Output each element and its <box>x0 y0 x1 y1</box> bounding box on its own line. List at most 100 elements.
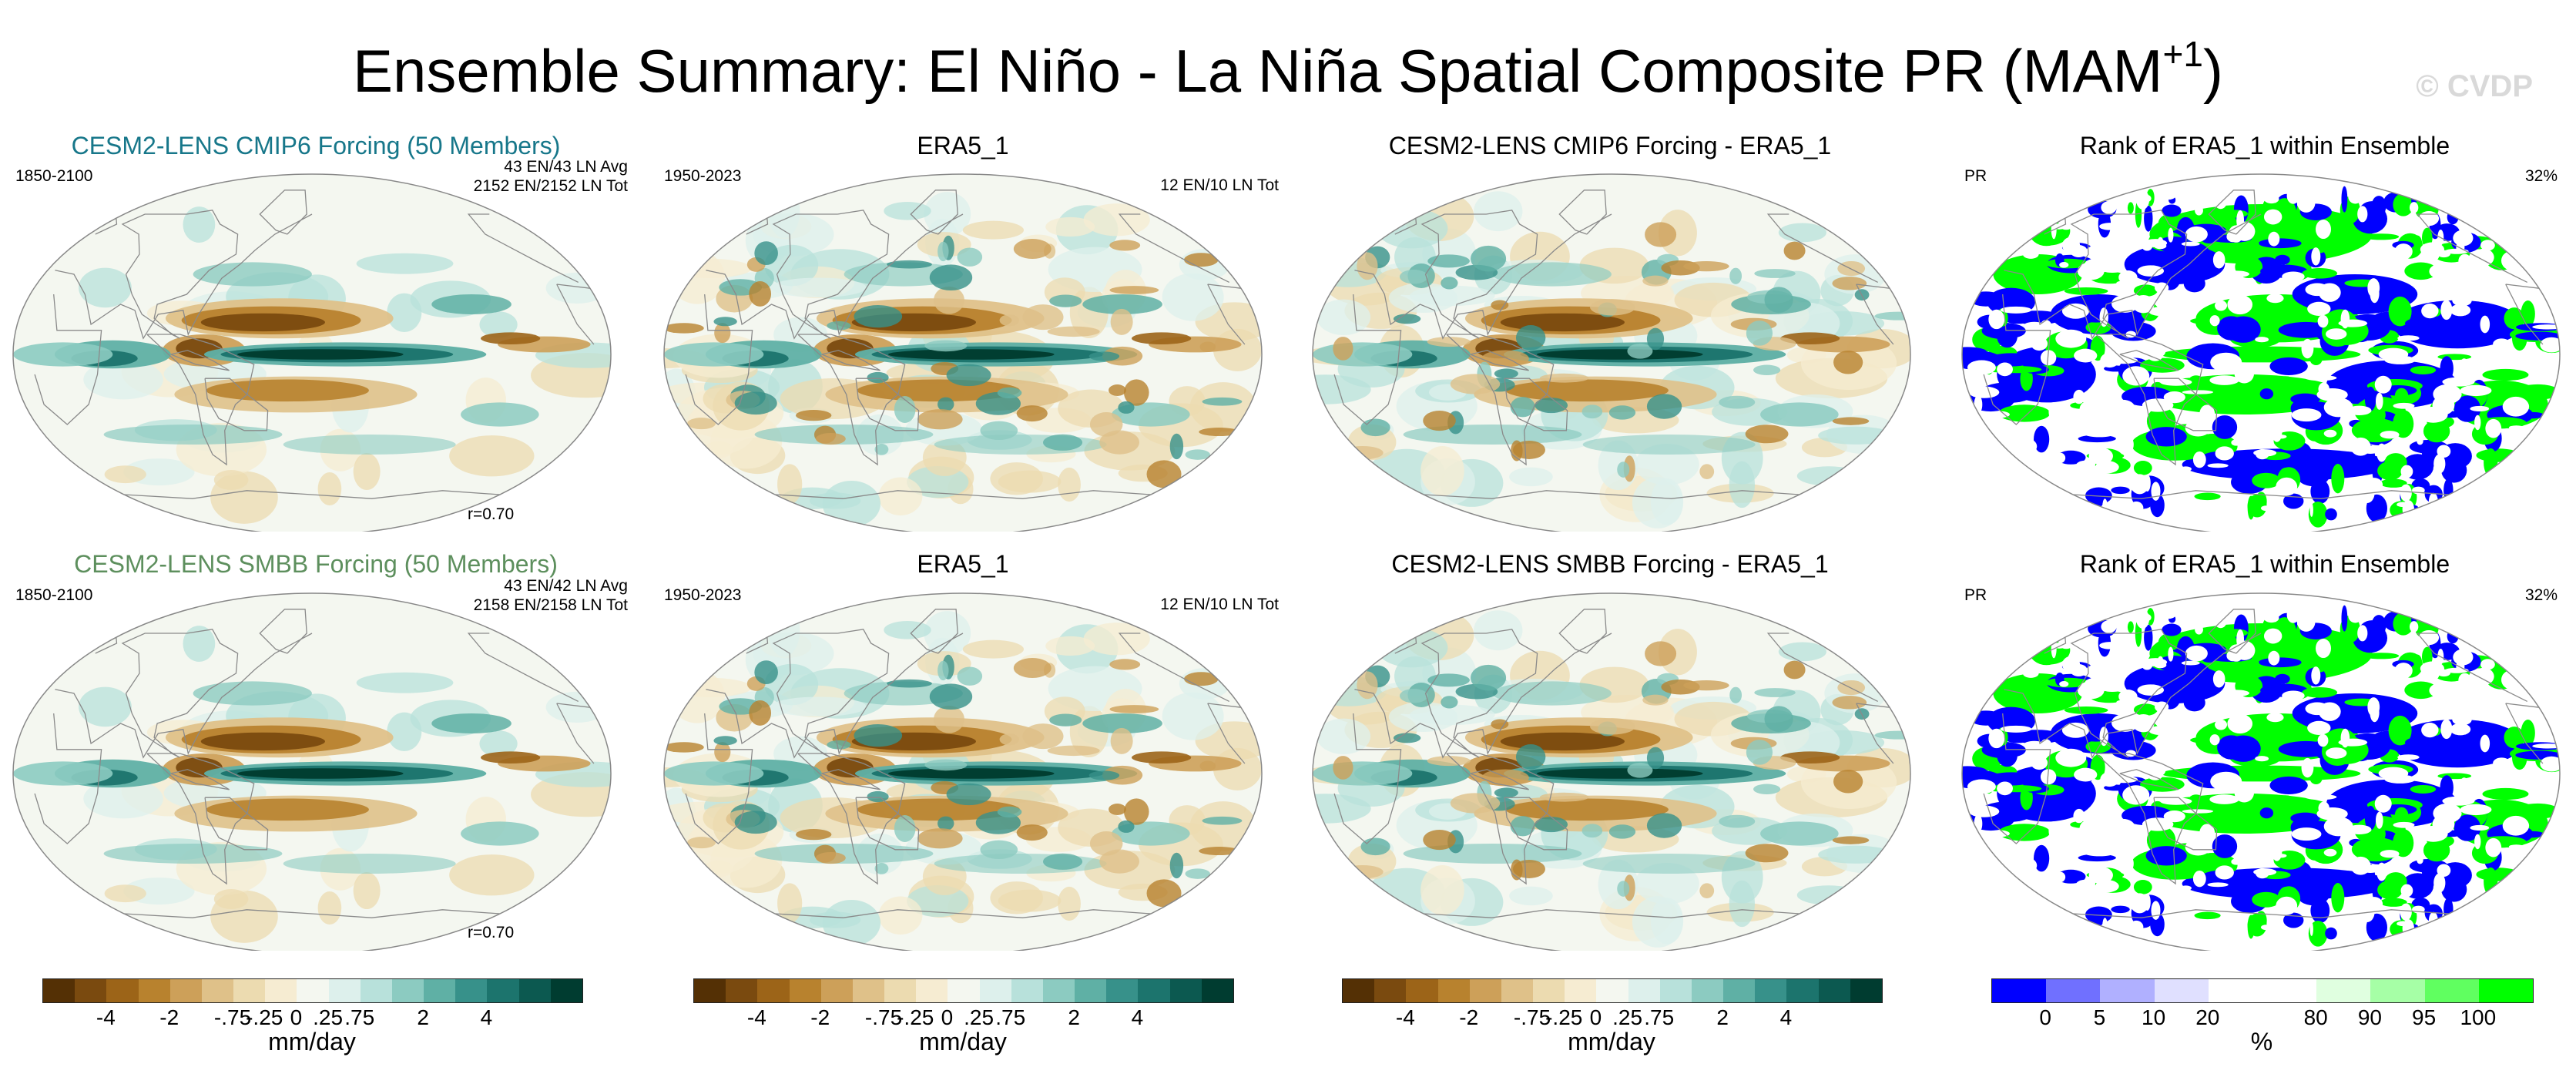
panel-count-tot-r2-c1: 2158 EN/2158 LN Tot <box>473 596 628 614</box>
rank-mid-region <box>2364 897 2383 911</box>
rank-mid-region <box>2102 498 2108 515</box>
precip-anomaly-patch <box>1645 641 1677 666</box>
precip-anomaly-patch <box>1832 696 1867 710</box>
rank-mid-region <box>2263 209 2283 225</box>
panel-variable-r1-c4: PR <box>1964 167 1987 185</box>
precip-anomaly-patch <box>1481 350 1529 367</box>
rank-low-region <box>2111 740 2156 760</box>
rank-mid-region <box>2180 885 2192 891</box>
rank-low-region <box>2296 882 2330 906</box>
colorbar-1 <box>42 978 583 1003</box>
rank-high-region <box>2133 703 2158 717</box>
rank-low-region <box>2447 629 2459 644</box>
coastline <box>1558 190 1607 235</box>
rank-mid-region <box>2192 900 2200 907</box>
rank-mid-region <box>2397 502 2410 508</box>
rank-mid-region <box>2317 733 2329 747</box>
rank-mid-region <box>2130 474 2149 495</box>
rank-low-region <box>1997 325 2018 348</box>
map-r2-c3 <box>1312 592 1911 951</box>
rank-mid-region <box>2079 820 2097 837</box>
rank-low-region <box>2259 388 2274 400</box>
rank-mid-region <box>2374 794 2392 813</box>
colorbar-swatch <box>1565 979 1597 1002</box>
colorbar-ticks-4: 0 5 10 20 80 90 95 100 <box>1991 1005 2532 1032</box>
rank-mid-region <box>2040 350 2057 366</box>
rank-mid-region <box>2148 726 2170 735</box>
colorbar-units-3: mm/day <box>1568 1028 1655 1055</box>
precip-anomaly-patch <box>449 854 535 896</box>
precip-anomaly-patch <box>1202 816 1243 825</box>
rank-mid-region <box>2128 835 2142 851</box>
precip-anomaly-patch <box>777 883 803 924</box>
precip-anomaly-patch <box>1683 680 1729 691</box>
panel-period-r2-c2: 1950-2023 <box>664 586 742 604</box>
rank-mid-region <box>2378 767 2409 780</box>
rank-high-region <box>2394 807 2409 824</box>
colorbar-swatch <box>694 979 726 1002</box>
rank-mid-region <box>2272 841 2283 861</box>
precip-anomaly-patch <box>917 409 963 430</box>
precip-anomaly-patch <box>1754 688 1796 697</box>
rank-mid-region <box>2450 304 2471 317</box>
precip-anomaly-patch <box>1045 216 1095 237</box>
precip-anomaly-patch <box>449 435 535 477</box>
precip-anomaly-patch <box>1642 694 1669 706</box>
coastline <box>2070 210 2188 339</box>
rank-mid-region <box>2215 865 2234 880</box>
rank-mid-region <box>2348 190 2363 204</box>
precip-anomaly-patch <box>1833 351 1863 374</box>
coastline <box>2004 633 2527 759</box>
rank-high-region <box>2384 872 2407 891</box>
precip-anomaly-patch <box>353 453 381 491</box>
precip-anomaly-patch <box>867 371 889 384</box>
precip-anomaly-patch <box>1608 405 1636 420</box>
colorbar-swatch <box>2100 979 2155 1002</box>
rank-mid-region <box>2231 858 2242 865</box>
rank-mid-region <box>2144 474 2151 492</box>
rank-mid-region <box>2040 320 2052 332</box>
rank-mid-region <box>2301 757 2314 778</box>
coastline <box>775 490 1151 499</box>
rank-mid-region <box>2268 650 2280 666</box>
rank-mid-region <box>2045 871 2052 891</box>
rank-mid-region <box>2348 609 2363 623</box>
rank-mid-region <box>2255 756 2269 762</box>
precip-anomaly-patch <box>1650 898 1684 945</box>
rank-mid-region <box>2326 328 2347 340</box>
rank-high-region <box>2158 633 2178 652</box>
precip-anomaly-patch <box>1109 705 1159 713</box>
coastline <box>1424 490 1800 499</box>
colorbar-swatch <box>1596 979 1628 1002</box>
dry-anomaly-atlantic <box>1132 751 1192 763</box>
rank-mid-region <box>2309 921 2313 936</box>
colorbar-swatch <box>2154 979 2209 1002</box>
rank-high-region <box>2140 777 2185 792</box>
dry-anomaly-north <box>200 313 325 332</box>
rank-mid-region <box>2343 430 2352 438</box>
rank-mid-region <box>2110 818 2135 834</box>
rank-mid-region <box>2444 248 2469 254</box>
rank-mid-region <box>2458 673 2471 687</box>
wet-anomaly-americas <box>1082 713 1162 733</box>
colorbar-tick-label: 2 <box>1068 1005 1080 1029</box>
panel-title-r2-c2: ERA5_1 <box>917 550 1009 578</box>
rank-mid-region <box>2541 779 2551 788</box>
rank-mid-region <box>2263 628 2283 644</box>
rank-mid-region <box>2400 903 2412 921</box>
precip-anomaly-patch <box>1719 814 1756 828</box>
rank-mid-region <box>2182 809 2214 814</box>
precip-anomaly-patch <box>714 742 731 763</box>
precip-anomaly-patch <box>1642 275 1669 287</box>
rank-mid-region <box>2474 414 2481 431</box>
rank-mid-region <box>2185 645 2208 662</box>
rank-mid-region <box>2052 441 2067 453</box>
rank-low-region <box>2520 831 2545 838</box>
rank-mid-region <box>2212 670 2225 688</box>
colorbar-swatch <box>2208 979 2263 1002</box>
wet-anomaly-southern <box>754 425 934 445</box>
precip-anomaly-patch <box>934 286 965 314</box>
precip-anomaly-patch <box>479 311 518 338</box>
rank-high-region <box>2394 388 2409 404</box>
rank-mid-region <box>2085 431 2115 438</box>
